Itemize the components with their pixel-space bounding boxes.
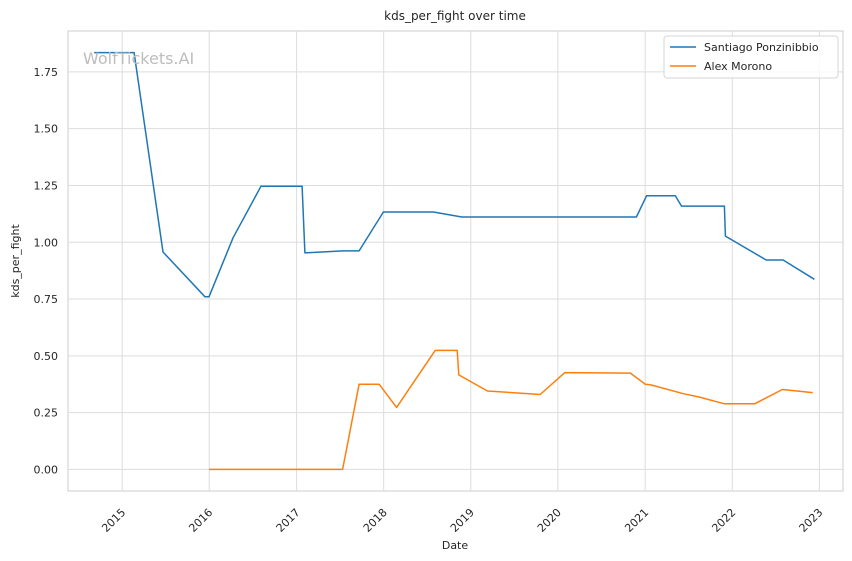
- x-tick-label: 2018: [361, 506, 390, 535]
- watermark: WolfTickets.AI: [83, 49, 194, 68]
- x-tick-label: 2020: [535, 506, 564, 535]
- y-tick-label: 1.00: [34, 236, 59, 249]
- legend-box: [663, 35, 839, 79]
- y-tick-label: 1.50: [34, 123, 59, 136]
- x-tick-label: 2022: [709, 506, 738, 535]
- x-tick-label: 2017: [274, 506, 303, 535]
- y-tick-label: 0.25: [34, 407, 59, 420]
- chart-title: kds_per_fight over time: [384, 9, 526, 23]
- y-tick-label: 1.25: [34, 179, 59, 192]
- legend-label: Santiago Ponzinibbio: [704, 41, 819, 54]
- x-tick-label: 2023: [797, 506, 826, 535]
- x-tick-label: 2019: [448, 506, 477, 535]
- y-tick-label: 0.50: [34, 350, 59, 363]
- y-tick-label: 0.75: [34, 293, 59, 306]
- y-axis-ticks: 0.00 0.25 0.50 0.75 1.00 1.25 1.50 1.75: [34, 66, 59, 477]
- series-line-1: [94, 51, 815, 298]
- x-axis-ticks: 2015 2016 2017 2018 2019 2020 2021 2022 2023: [99, 506, 825, 535]
- legend-label: Alex Morono: [704, 60, 772, 73]
- x-tick-label: 2016: [186, 506, 215, 535]
- legend: Santiago Ponzinibbio Alex Morono: [663, 35, 839, 79]
- y-axis-label: kds_per_fight: [9, 224, 22, 298]
- grid: [68, 31, 843, 491]
- plot-area: [67, 30, 844, 492]
- series-lines: [94, 51, 815, 471]
- x-axis-label: Date: [442, 539, 469, 552]
- x-tick-label: 2021: [622, 506, 651, 535]
- y-tick-label: 1.75: [34, 66, 59, 79]
- y-tick-label: 0.00: [34, 463, 59, 476]
- series-line-2: [209, 349, 813, 471]
- x-tick-label: 2015: [99, 506, 128, 535]
